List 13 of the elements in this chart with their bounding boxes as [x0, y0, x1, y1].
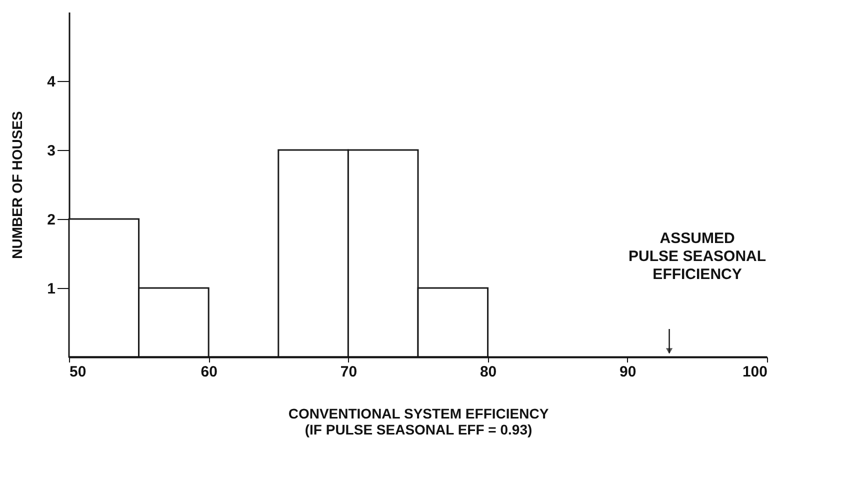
x-tick-label: 60: [200, 364, 218, 380]
annotation: ASSUMED PULSE SEASONAL EFFICIENCY: [628, 230, 766, 283]
x-axis-title: CONVENTIONAL SYSTEM EFFICIENCY (IF PULSE SEASONAL EFF = 0.93): [288, 406, 550, 438]
x-tick-label: 70: [340, 364, 358, 380]
x-tick-label: 80: [480, 364, 497, 380]
x-tick-label: 50: [70, 364, 86, 380]
y-tick-label: 4: [47, 74, 56, 90]
x-tick-label: 90: [620, 364, 636, 380]
y-tick-label: 3: [47, 142, 56, 160]
x-tick-label: 100: [742, 364, 768, 380]
y-tick-label: 1: [47, 280, 56, 298]
y-tick-label: 2: [47, 212, 56, 228]
y-axis-title: NUMBER OF HOUSES: [9, 111, 26, 259]
